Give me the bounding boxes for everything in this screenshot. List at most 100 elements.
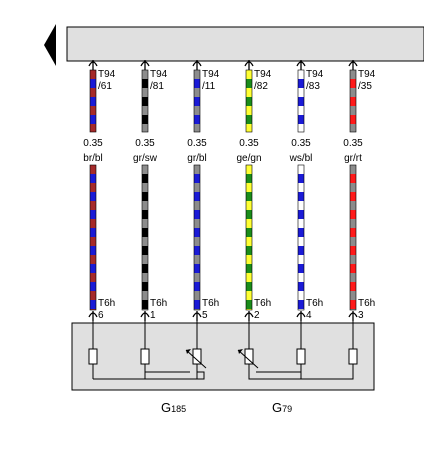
wire-5-stripe: [298, 210, 304, 219]
wire-2-stripe: [142, 237, 148, 246]
component-label-g79: G79: [272, 400, 292, 415]
wire-size-label: 0.35: [83, 138, 103, 149]
bottom-pin-label: 4: [306, 310, 312, 321]
wire-3-stripe: [194, 219, 200, 228]
wire-1-stripe: [90, 282, 96, 291]
wire-6-stripe: [350, 97, 356, 106]
wire-1-stripe: [90, 165, 96, 174]
wire-1-outline: [89, 164, 97, 311]
wire-6-stripe: [350, 124, 356, 132]
wire-4-stripe: [246, 255, 252, 264]
wire-3-stripe: [194, 309, 200, 310]
wire-6-stripe: [350, 282, 356, 291]
wire-size-label: 0.35: [239, 138, 259, 149]
wire-4-stripe: [246, 192, 252, 201]
wire-1-stripe: [90, 79, 96, 88]
wire-5-stripe: [298, 183, 304, 192]
top-connector-label: T94: [306, 69, 324, 80]
top-connector-label: T94: [98, 69, 116, 80]
resistor-icon: [140, 348, 150, 365]
bottom-connector-label: T6h: [202, 298, 219, 309]
wire-size-label: 0.35: [291, 138, 311, 149]
wire-5-stripe: [298, 106, 304, 115]
wire-5-stripe: [298, 255, 304, 264]
wiper-arrow-icon: [185, 349, 207, 369]
wire-6-stripe: [350, 219, 356, 228]
wire-size-label: 0.35: [187, 138, 207, 149]
wire-2-stripe: [142, 174, 148, 183]
wire-3-stripe: [194, 228, 200, 237]
wire-2-stripe: [142, 273, 148, 282]
bottom-connector-label: T6h: [150, 298, 167, 309]
wiper-arrow-icon: [237, 349, 259, 369]
wire-5-stripe: [298, 201, 304, 210]
wire-2-stripe: [142, 300, 148, 309]
resistor-icon: [88, 348, 98, 365]
wire-6-stripe: [350, 115, 356, 124]
wire-3-stripe: [194, 192, 200, 201]
wire-color-label: br/bl: [83, 153, 102, 164]
bottom-pin-label: 5: [202, 310, 208, 321]
wire-5-stripe: [298, 174, 304, 183]
top-pin-label: /82: [254, 81, 268, 92]
wire-4-stripe: [246, 300, 252, 309]
wire-4-stripe: [246, 106, 252, 115]
wire-2-stripe: [142, 246, 148, 255]
wire-5-outline: [297, 69, 305, 133]
top-connector-label: T94: [358, 69, 376, 80]
wire-4-stripe: [246, 291, 252, 300]
wire-3-stripe: [194, 255, 200, 264]
wire-3-stripe: [194, 174, 200, 183]
wire-3-stripe: [194, 70, 200, 79]
wire-1-stripe: [90, 246, 96, 255]
wire-2-stripe: [142, 282, 148, 291]
wire-4-stripe: [246, 201, 252, 210]
wire-4-stripe: [246, 88, 252, 97]
wire-6-stripe: [350, 228, 356, 237]
wire-2-stripe: [142, 115, 148, 124]
wire-1-stripe: [90, 174, 96, 183]
wire-2-stripe: [142, 97, 148, 106]
top-connector-label: T94: [254, 69, 272, 80]
top-connector-bar: [66, 26, 424, 62]
wire-3-stripe: [194, 300, 200, 309]
wire-1-stripe: [90, 309, 96, 310]
wire-4-stripe: [246, 282, 252, 291]
wiper-arrowhead-icon: [186, 349, 191, 354]
top-pin-label: /35: [358, 81, 372, 92]
wire-5-stripe: [298, 79, 304, 88]
left-arrow-icon[interactable]: [44, 24, 56, 66]
wire-6-stripe: [350, 210, 356, 219]
wire-2-stripe: [142, 183, 148, 192]
wire-6-stripe: [350, 165, 356, 174]
wire-5-stripe: [298, 282, 304, 291]
wire-6-stripe: [350, 237, 356, 246]
wire-1-stripe: [90, 106, 96, 115]
top-connector-label: T94: [150, 69, 168, 80]
g185-trace: [93, 364, 205, 380]
wire-3-stripe: [194, 264, 200, 273]
wire-5-stripe: [298, 124, 304, 132]
wire-2-stripe: [142, 201, 148, 210]
wire-6-stripe: [350, 88, 356, 97]
wire-5-stripe: [298, 291, 304, 300]
wire-5-stripe: [298, 246, 304, 255]
top-pin-label: /61: [98, 81, 112, 92]
wire-3-stripe: [194, 246, 200, 255]
wire-4-outline: [245, 164, 253, 311]
wire-2-stripe: [142, 291, 148, 300]
wire-1-stripe: [90, 300, 96, 309]
wire-3-stripe: [194, 282, 200, 291]
wire-2-stripe: [142, 88, 148, 97]
wire-2-stripe: [142, 255, 148, 264]
wire-5-outline: [297, 164, 305, 311]
wire-1-stripe: [90, 255, 96, 264]
wire-2-stripe: [142, 228, 148, 237]
wire-4-outline: [245, 69, 253, 133]
g79-trace: [256, 364, 302, 373]
